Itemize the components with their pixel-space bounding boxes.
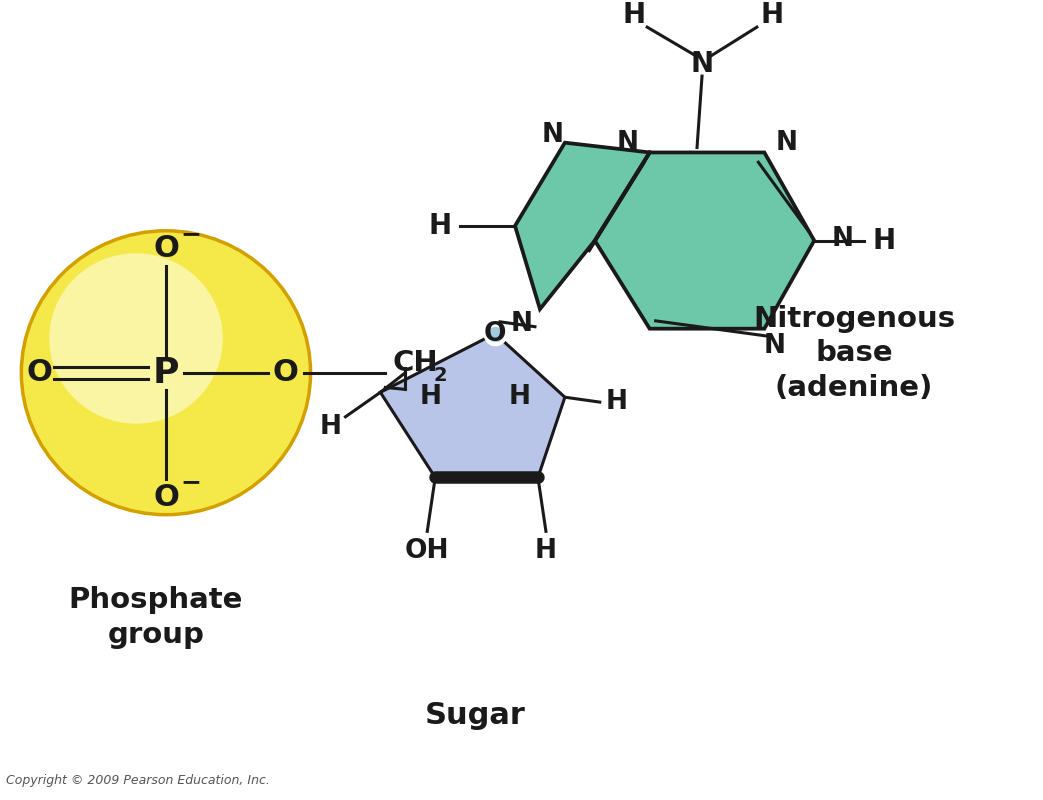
Text: H: H xyxy=(760,2,783,30)
Text: 2: 2 xyxy=(433,366,446,385)
Text: −: − xyxy=(180,222,201,246)
Text: N: N xyxy=(616,130,638,156)
Text: H: H xyxy=(623,2,646,30)
Text: O: O xyxy=(153,234,179,263)
Text: H: H xyxy=(319,414,341,439)
Text: −: − xyxy=(180,470,201,494)
Polygon shape xyxy=(595,153,815,329)
Text: Phosphate
group: Phosphate group xyxy=(69,586,243,649)
Text: H: H xyxy=(872,226,896,254)
Text: N: N xyxy=(690,50,713,78)
Text: H: H xyxy=(535,538,557,564)
Text: P: P xyxy=(152,356,179,390)
Text: N: N xyxy=(775,130,797,156)
Text: CH: CH xyxy=(392,349,438,377)
Text: H: H xyxy=(509,384,531,410)
Polygon shape xyxy=(381,334,565,478)
Text: O: O xyxy=(153,482,179,511)
Polygon shape xyxy=(515,142,650,309)
Text: O: O xyxy=(26,358,52,387)
Text: H: H xyxy=(419,384,441,410)
Text: Sugar: Sugar xyxy=(425,701,526,730)
Text: N: N xyxy=(542,122,564,148)
Text: H: H xyxy=(429,212,452,240)
Text: OH: OH xyxy=(405,538,450,564)
Text: H: H xyxy=(606,389,628,415)
Text: Nitrogenous
base
(adenine): Nitrogenous base (adenine) xyxy=(753,305,955,402)
Text: N: N xyxy=(831,226,853,252)
Text: N: N xyxy=(763,334,785,359)
Text: N: N xyxy=(511,310,533,337)
Text: O: O xyxy=(484,321,506,346)
Circle shape xyxy=(21,230,311,514)
Circle shape xyxy=(49,254,223,424)
Text: O: O xyxy=(272,358,298,387)
Text: Copyright © 2009 Pearson Education, Inc.: Copyright © 2009 Pearson Education, Inc. xyxy=(6,774,270,787)
